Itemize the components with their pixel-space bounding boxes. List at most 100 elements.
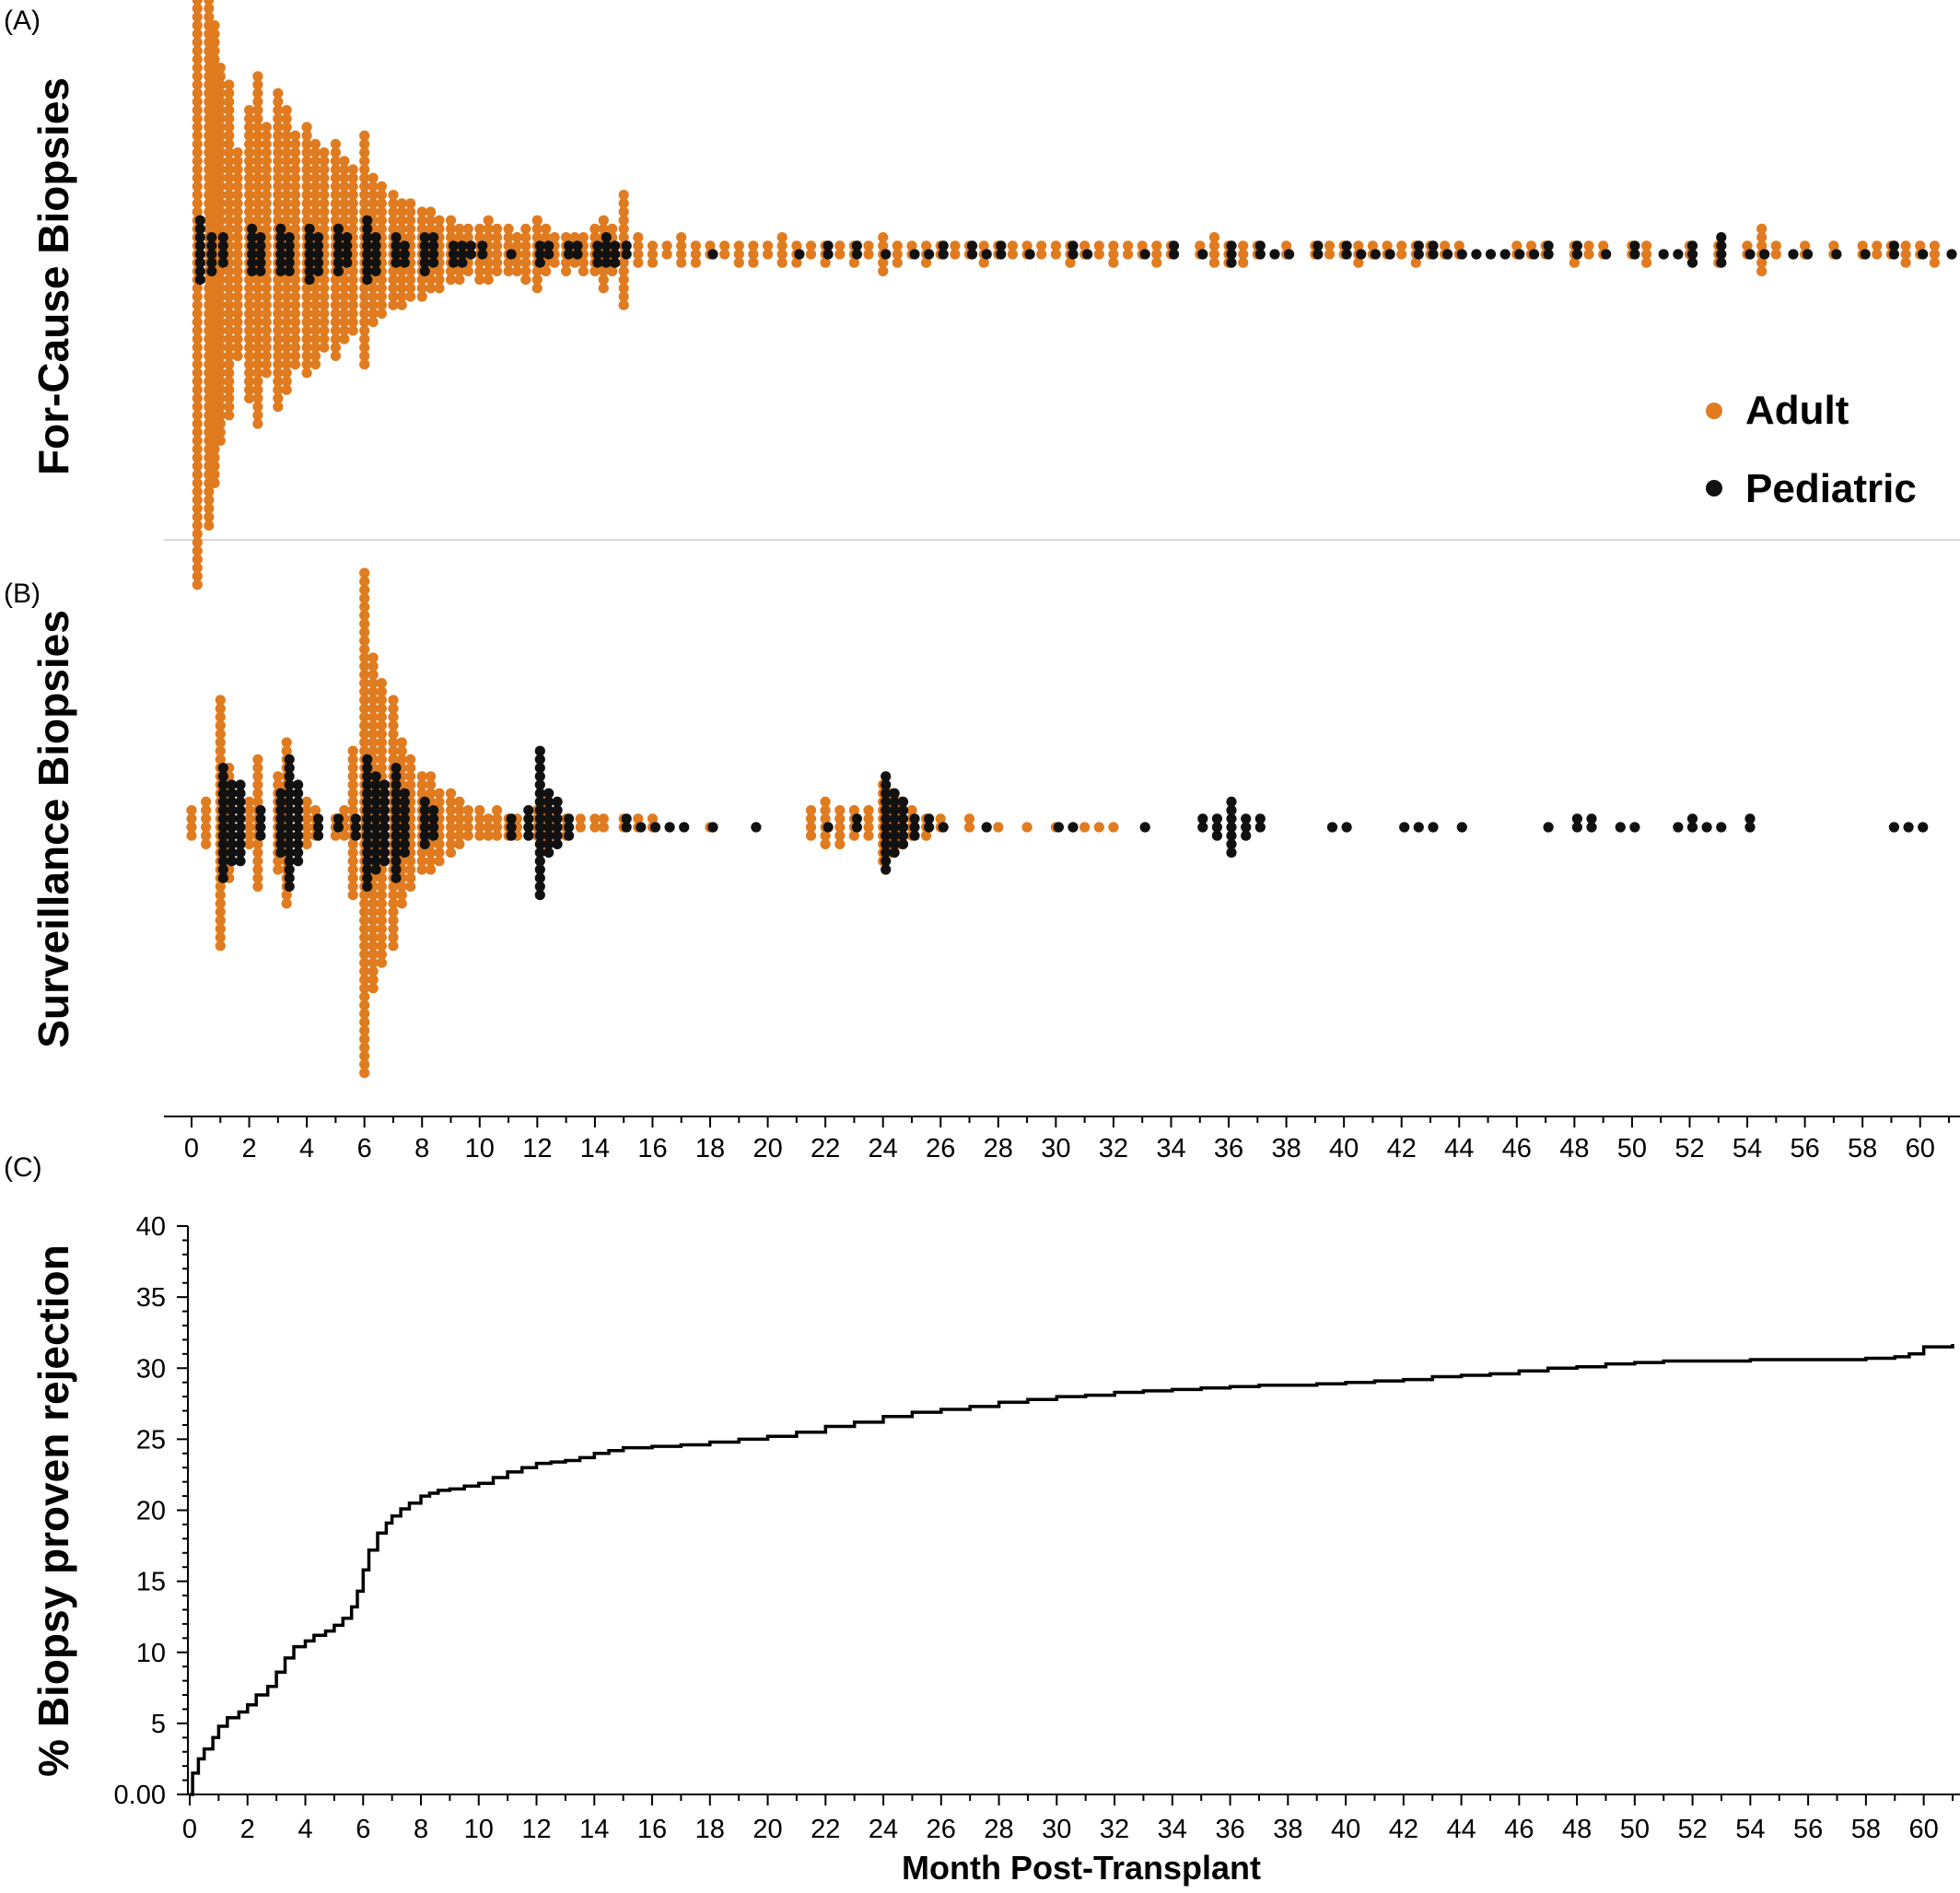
panel-a-point-adult bbox=[209, 37, 220, 48]
panel-b-point-pediatric bbox=[1211, 830, 1222, 841]
panel-a-point-adult bbox=[511, 232, 523, 243]
panel-b-point-adult bbox=[376, 872, 387, 883]
panel-a-point-adult bbox=[252, 392, 263, 403]
panel-a-point-adult bbox=[368, 190, 379, 201]
panel-b-point-adult bbox=[376, 957, 387, 968]
panel-a-point-pediatric bbox=[304, 275, 315, 286]
panel-b-point-adult bbox=[492, 805, 503, 816]
panel-b-point-adult bbox=[347, 796, 358, 808]
panel-a-point-adult bbox=[319, 275, 330, 286]
panel-a-point-pediatric bbox=[477, 249, 488, 260]
panel-a-point-adult bbox=[281, 138, 292, 149]
panel-b-point-pediatric bbox=[543, 830, 554, 841]
panel-a-points bbox=[192, 0, 1957, 590]
panel-a-point-adult bbox=[748, 240, 759, 251]
panel-b-point-adult bbox=[359, 576, 370, 587]
panel-a-point-adult bbox=[224, 130, 235, 141]
panel-b-point-adult bbox=[368, 729, 379, 740]
panel-b-point-pediatric bbox=[399, 822, 410, 833]
panel-a-point-pediatric bbox=[1471, 249, 1482, 260]
panel-a-point-adult bbox=[290, 130, 301, 141]
panel-a-point-adult bbox=[209, 461, 220, 472]
panel-b-point-pediatric bbox=[534, 830, 545, 841]
panel-b-point-pediatric bbox=[370, 830, 381, 841]
panel-a-point-adult bbox=[503, 223, 514, 234]
panel-a-point-adult bbox=[215, 113, 226, 124]
panel-b-point-pediatric bbox=[649, 822, 661, 833]
panel-b-point-pediatric bbox=[552, 822, 563, 833]
panel-b-point-adult bbox=[368, 975, 379, 986]
panel-a-point-adult bbox=[950, 249, 961, 260]
panel-a-point-adult bbox=[273, 156, 284, 167]
panel-a-point-pediatric bbox=[391, 232, 402, 243]
panel-b-x-tick-label: 56 bbox=[1790, 1134, 1819, 1163]
panel-b-point-pediatric bbox=[362, 872, 373, 883]
panel-b-point-adult bbox=[244, 805, 255, 816]
panel-a-point-adult bbox=[1151, 240, 1162, 251]
panel-a-point-adult bbox=[309, 283, 321, 294]
panel-b-point-adult bbox=[215, 923, 226, 935]
panel-b-x-tick-label: 50 bbox=[1617, 1134, 1647, 1163]
panel-b-point-pediatric bbox=[255, 830, 266, 841]
panel-a-point-pediatric bbox=[275, 249, 286, 260]
panel-a-point-adult bbox=[763, 249, 774, 260]
panel-a-point-adult bbox=[598, 275, 609, 286]
panel-a-point-pediatric bbox=[1269, 249, 1280, 260]
panel-a-point-adult bbox=[492, 223, 503, 234]
panel-a-point-adult bbox=[733, 257, 744, 268]
panel-a-point-adult bbox=[281, 299, 292, 310]
panel-a-point-adult bbox=[319, 215, 330, 226]
panel-a-point-adult bbox=[232, 147, 243, 158]
panel-b-x-tick-label: 20 bbox=[752, 1134, 782, 1163]
panel-a-point-adult bbox=[261, 164, 272, 175]
panel-a-point-adult bbox=[1151, 257, 1162, 268]
panel-b-x-tick-label: 8 bbox=[414, 1134, 429, 1163]
panel-a-point-adult bbox=[244, 275, 255, 286]
panel-b-point-adult bbox=[359, 644, 370, 655]
panel-b-point-adult bbox=[301, 805, 312, 816]
panel-a-point-adult bbox=[252, 156, 263, 167]
panel-a-point-adult bbox=[281, 164, 292, 175]
panel-b-point-adult bbox=[368, 695, 379, 706]
panel-b-point-adult bbox=[215, 754, 226, 765]
panel-a-point-adult bbox=[232, 291, 243, 302]
panel-a-point-adult bbox=[1108, 257, 1119, 268]
panel-b-point-pediatric bbox=[370, 771, 381, 782]
panel-a-point-adult bbox=[1208, 232, 1219, 243]
panel-b-point-adult bbox=[252, 856, 263, 867]
panel-a-point-pediatric bbox=[391, 249, 402, 260]
panel-a-point-adult bbox=[359, 359, 370, 370]
panel-a-point-pediatric bbox=[477, 240, 488, 251]
panel-b-point-adult bbox=[376, 923, 387, 935]
panel-a-point-pediatric bbox=[312, 249, 324, 260]
panel-b-point-adult bbox=[405, 754, 416, 765]
panel-a-point-adult bbox=[215, 265, 226, 276]
panel-a-point-adult bbox=[309, 198, 321, 209]
panel-a-point-adult bbox=[192, 88, 203, 99]
panel-b-point-adult bbox=[434, 847, 445, 859]
panel-b-point-adult bbox=[462, 830, 473, 841]
panel-a-point-adult bbox=[273, 384, 284, 395]
panel-a-point-adult bbox=[1367, 240, 1378, 251]
panel-c-x-tick-label: 14 bbox=[579, 1815, 609, 1844]
panel-b-point-adult bbox=[963, 813, 975, 824]
panel-a-letter: (A) bbox=[4, 6, 41, 36]
panel-a-point-pediatric bbox=[1658, 249, 1669, 260]
panel-b-point-pediatric bbox=[428, 805, 439, 816]
panel-b-point-pediatric bbox=[534, 788, 545, 799]
panel-a-point-adult bbox=[290, 215, 301, 226]
panel-b-point-pediatric bbox=[362, 830, 373, 841]
panel-a-point-pediatric bbox=[255, 265, 266, 276]
panel-a-point-pediatric bbox=[247, 249, 258, 260]
panel-b-point-adult bbox=[368, 906, 379, 917]
panel-a-point-adult bbox=[921, 240, 932, 251]
panel-b-point-adult bbox=[359, 898, 370, 909]
panel-b-point-pediatric bbox=[284, 771, 295, 782]
panel-b-point-adult bbox=[339, 830, 350, 841]
panel-b-point-adult bbox=[186, 805, 197, 816]
panel-a-point-pediatric bbox=[332, 265, 344, 276]
panel-a-point-pediatric bbox=[564, 249, 575, 260]
panel-b-point-adult bbox=[359, 669, 370, 681]
panel-b-point-adult bbox=[273, 864, 284, 875]
panel-a-point-adult bbox=[347, 215, 358, 226]
